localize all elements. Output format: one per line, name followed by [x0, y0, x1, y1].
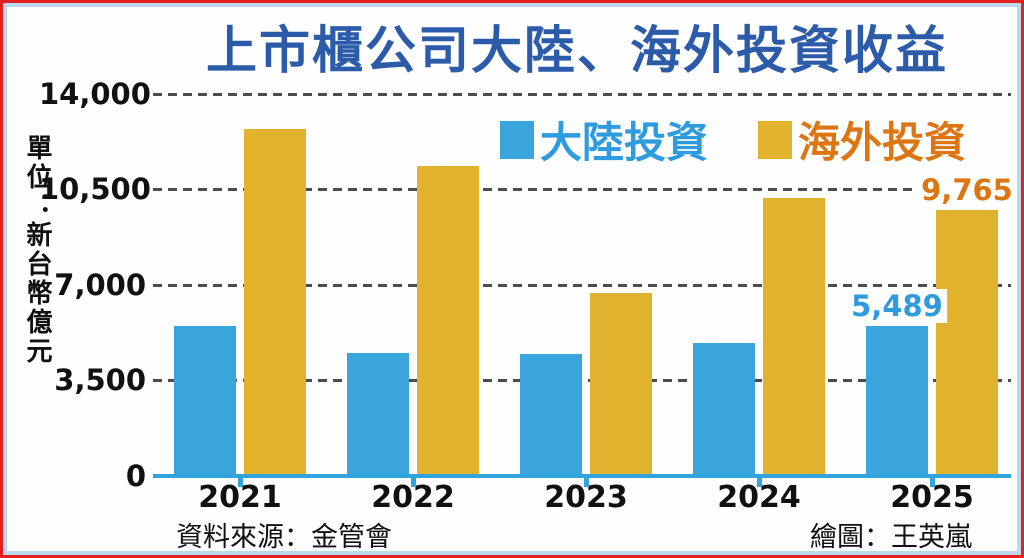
x-axis-line [153, 474, 1011, 478]
bar-mainland-2023 [520, 354, 582, 476]
bar-overseas-2022 [417, 166, 479, 476]
y-axis-unit-label: 單位：新台幣億元 [22, 134, 52, 366]
mainland-legend-swatch [500, 120, 534, 159]
gridline-3500 [153, 379, 1011, 382]
x-tick-mark-2025 [930, 478, 935, 487]
y-tick-label-10500: 10,500 [39, 172, 151, 206]
value-label-mainland-2025: 5,489 [847, 289, 947, 323]
bar-mainland-2022 [347, 353, 409, 476]
y-tick-label-7000: 7,000 [54, 268, 146, 302]
credit-note: 繪圖：王英嵐 [810, 522, 972, 553]
legend-item-mainland: 大陸投資 [500, 109, 708, 170]
overseas-legend-swatch [758, 120, 793, 159]
bar-overseas-2023 [590, 293, 652, 476]
value-label-overseas-2025: 9,765 [917, 173, 1017, 207]
bar-mainland-2024 [693, 343, 755, 476]
bar-overseas-2021 [244, 129, 306, 476]
x-tick-mark-2021 [238, 478, 243, 487]
bar-overseas-2024 [763, 198, 825, 476]
bar-mainland-2021 [174, 326, 236, 476]
gridline-7000 [153, 284, 1011, 287]
y-tick-label-14000: 14,000 [39, 77, 151, 111]
bar-overseas-2025 [936, 210, 998, 476]
x-tick-mark-2022 [411, 478, 416, 487]
legend-item-overseas: 海外投資 [758, 109, 966, 170]
x-tick-mark-2024 [757, 478, 762, 487]
legend: 大陸投資 海外投資 [500, 109, 966, 170]
chart-title: 上市櫃公司大陸、海外投資收益 [205, 22, 948, 81]
bar-mainland-2025 [866, 326, 928, 476]
plot-area: 14,000 10,500 7,000 3,500 0 2021 2022 2023 2024 2… [3, 3, 1021, 555]
x-tick-mark-2023 [584, 478, 589, 487]
y-tick-label-0: 0 [125, 459, 146, 493]
gridline-14000 [153, 93, 1011, 96]
overseas-legend-label: 海外投資 [798, 118, 967, 167]
source-note: 資料來源：金管會 [176, 522, 392, 553]
mainland-legend-label: 大陸投資 [540, 118, 709, 167]
y-tick-label-3500: 3,500 [54, 363, 146, 397]
gridline-10500 [153, 188, 1011, 191]
